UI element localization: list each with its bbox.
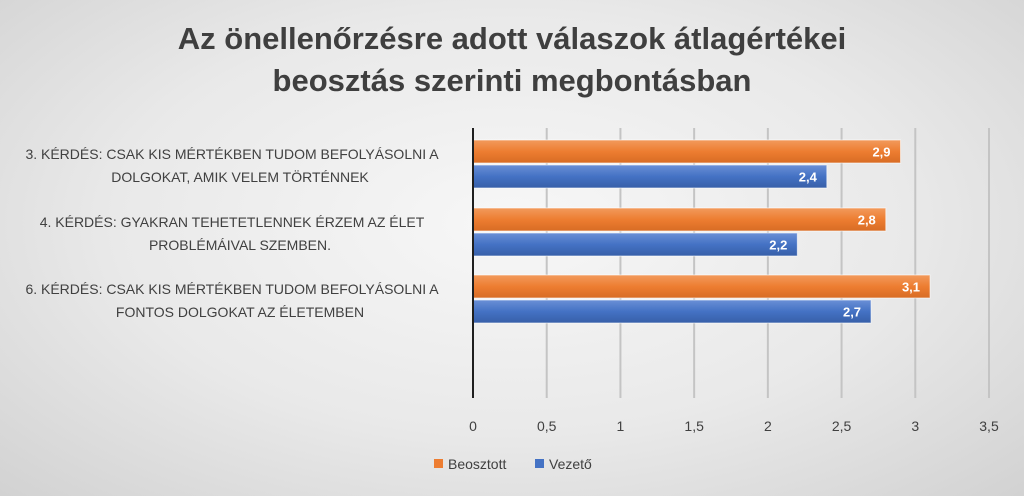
legend-label-beosztott: Beosztott: [448, 456, 506, 472]
labels: 0 0,5 1 1,5 2 2,5 3 3,5 2,9 2,4 3. KÉRDÉS: CSAK KI…: [25, 145, 999, 435]
legend: Beosztott Vezető: [434, 456, 592, 472]
bar-beosztott: [472, 207, 887, 232]
category-label-line-2: PROBLÉMÁIVAL SZEMBEN.: [149, 237, 331, 253]
x-tick-label: 2: [764, 418, 772, 434]
legend-label-vezető: Vezető: [549, 456, 592, 472]
x-tick-label: 0,5: [537, 418, 557, 434]
chart-title: Az önellenőrzésre adott válaszok átlagér…: [0, 18, 1024, 102]
x-tick-label: 1,5: [684, 418, 704, 434]
bar-value-label: 2,4: [799, 170, 818, 185]
category-label-line-1: 6. KÉRDÉS: CSAK KIS MÉRTÉKBEN TUDOM BEFO…: [25, 281, 439, 297]
bar-value-label: 2,7: [843, 305, 861, 320]
bar-vezető: [472, 164, 828, 189]
bar-value-label: 3,1: [902, 280, 920, 295]
bar-vezető: [472, 299, 872, 324]
x-tick-label: 2,5: [832, 418, 852, 434]
category-label-line-1: 3. KÉRDÉS: CSAK KIS MÉRTÉKBEN TUDOM BEFO…: [25, 146, 439, 162]
bar-beosztott: [472, 274, 931, 299]
bar-vezető: [472, 232, 798, 257]
category-label-line-2: DOLGOKAT, AMIK VELEM TÖRTÉNNEK: [111, 168, 369, 185]
chart-title-line-2: beosztás szerinti megbontásban: [272, 63, 752, 98]
category-label-line-2: FONTOS DOLGOKAT AZ ÉLETEMBEN: [116, 304, 364, 320]
bar-value-label: 2,2: [769, 238, 787, 253]
category-label-line-1: 4. KÉRDÉS: GYAKRAN TEHETETLENNEK ÉRZEM A…: [40, 214, 425, 230]
x-tick-label: 1: [617, 418, 625, 434]
bar-beosztott: [472, 139, 902, 164]
legend-swatch-vezető: [535, 459, 544, 468]
x-tick-label: 3,5: [979, 418, 999, 434]
bar-value-label: 2,8: [858, 213, 876, 228]
bars: [472, 139, 931, 324]
x-tick-label: 0: [469, 418, 477, 434]
chart-title-line-1: Az önellenőrzésre adott válaszok átlagér…: [177, 21, 847, 56]
bar-value-label: 2,9: [872, 145, 890, 160]
legend-swatch-beosztott: [434, 459, 443, 468]
x-tick-label: 3: [911, 418, 919, 434]
